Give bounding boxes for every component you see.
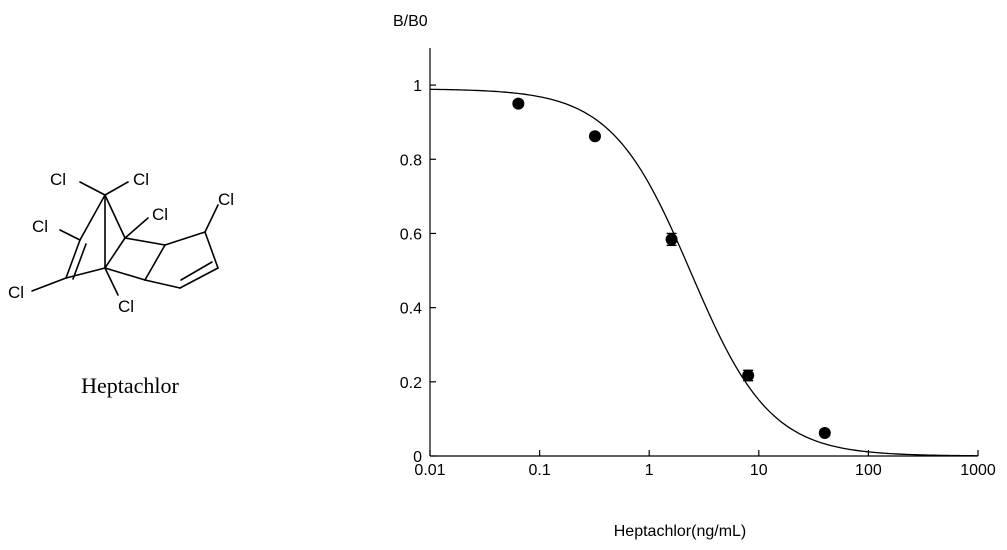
bond (104, 237, 126, 269)
y-tick-label: 0.2 (400, 375, 422, 392)
bond (144, 244, 166, 281)
axis-ticks: 0 0.2 0.4 0.6 0.8 1 0.01 0.1 1 10 100 1000 (400, 78, 996, 479)
y-tick-label: 0.4 (400, 301, 422, 318)
chlorine-atom-label: Cl (118, 297, 134, 316)
bond (104, 267, 146, 281)
x-tick-label: 10 (750, 462, 768, 479)
bond (104, 181, 129, 196)
bond (204, 231, 219, 269)
bond (104, 267, 119, 296)
x-tick-label: 0.1 (528, 462, 550, 479)
chlorine-atom-label: Cl (218, 190, 234, 209)
y-tick-label: 0.8 (400, 152, 422, 169)
chlorine-atom-label: Cl (133, 170, 149, 189)
x-tick-label: 100 (855, 462, 882, 479)
chlorine-atom-label: Cl (152, 205, 168, 224)
chlorine-atom-label: Cl (32, 217, 48, 236)
bond (31, 277, 67, 292)
bond (179, 267, 219, 289)
bond (65, 239, 81, 279)
data-point (742, 369, 755, 382)
x-tick-label: 1000 (960, 462, 996, 479)
x-axis-label: Heptachlor(ng/mL) (614, 523, 747, 540)
data-point (818, 427, 831, 440)
bond (204, 204, 219, 233)
data-point (588, 130, 601, 143)
bond (124, 237, 166, 246)
chlorine-atom-label: Cl (50, 170, 66, 189)
heptachlor-structure (31, 181, 219, 296)
y-axis-label: B/B0 (393, 13, 428, 30)
molecule-caption: Heptachlor (81, 373, 179, 398)
bond (104, 194, 126, 239)
bond (65, 267, 106, 279)
bond (180, 261, 213, 281)
x-tick-label: 0.01 (414, 462, 445, 479)
y-tick-label: 1 (413, 78, 422, 95)
bond (72, 243, 87, 280)
bond (79, 181, 106, 196)
bond (79, 194, 106, 241)
data-points (512, 97, 831, 440)
y-tick-label: 0.6 (400, 226, 422, 243)
plot-axes (429, 48, 978, 457)
bond (59, 229, 81, 241)
bond (144, 279, 181, 289)
x-tick-label: 1 (645, 462, 654, 479)
bond (124, 217, 149, 239)
data-point (512, 97, 525, 110)
fit-curve (429, 88, 979, 457)
bond (164, 231, 206, 246)
y-tick-label: 0 (413, 449, 422, 466)
data-point (665, 233, 678, 246)
chlorine-atom-label: Cl (8, 283, 24, 302)
